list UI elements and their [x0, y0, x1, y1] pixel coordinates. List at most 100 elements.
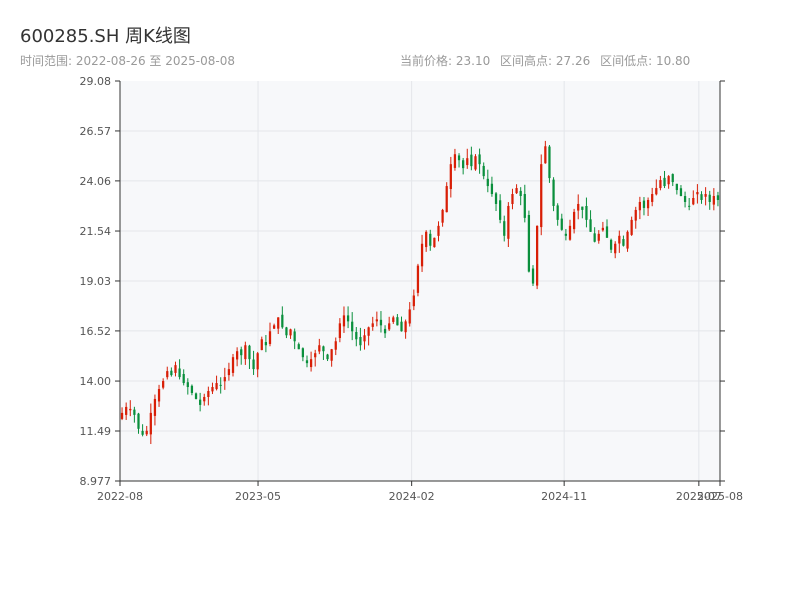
candle-body: [622, 239, 625, 246]
candle-body: [618, 235, 621, 244]
candle-body: [482, 165, 485, 177]
candle-body: [457, 155, 461, 161]
candle-body: [227, 369, 231, 376]
candle-body: [190, 385, 194, 393]
candle-body: [170, 370, 173, 376]
candle-body: [667, 176, 670, 185]
candle-body: [552, 179, 555, 206]
candle-body: [531, 268, 535, 284]
range-low-label: 区间低点: 10.80: [600, 54, 691, 68]
candle-body: [211, 387, 214, 392]
candle-body: [182, 374, 185, 384]
candle-body: [133, 409, 136, 415]
candle-body: [272, 325, 276, 329]
candle-body: [634, 209, 637, 221]
y-tick-label: 14.00: [80, 375, 112, 388]
candle-body: [314, 353, 317, 358]
x-tick-label: 2023-05: [235, 490, 281, 503]
candle-body: [716, 195, 720, 200]
candle-body: [346, 315, 350, 322]
candle-body: [375, 319, 378, 322]
candle-body: [129, 408, 132, 411]
candle-body: [240, 349, 243, 356]
candle-body: [490, 183, 494, 195]
grid-lines: [120, 81, 720, 481]
candle-body: [153, 398, 157, 416]
candle-body: [223, 377, 226, 382]
y-tick-label: 11.49: [80, 425, 112, 438]
candle-body: [203, 396, 206, 402]
candle-body: [609, 239, 613, 250]
candle-body: [478, 154, 481, 165]
candle-body: [149, 412, 152, 435]
candle-body: [499, 200, 502, 220]
candle-body: [256, 353, 259, 370]
candle-body: [712, 196, 715, 205]
candle-body: [297, 344, 300, 350]
candle-body: [412, 295, 415, 307]
candle-body: [445, 186, 448, 213]
candle-body: [655, 188, 658, 195]
candle-body: [416, 265, 420, 293]
candle-body: [548, 146, 551, 179]
candle-body: [120, 412, 124, 419]
candle-body: [408, 309, 411, 324]
candle-body: [285, 327, 288, 336]
candle-body: [581, 206, 584, 210]
candle-body: [400, 321, 403, 332]
candle-body: [544, 146, 547, 164]
y-tick-label: 8.977: [80, 475, 112, 488]
candle-body: [252, 359, 255, 370]
y-tick-label: 24.06: [80, 175, 112, 188]
candle-body: [474, 156, 477, 170]
candle-body: [462, 160, 465, 169]
range-high-label: 区间高点: 27.26: [500, 54, 591, 68]
candle-body: [614, 243, 617, 254]
candle-body: [396, 317, 399, 326]
candle-body: [363, 335, 366, 342]
candle-body: [125, 406, 128, 415]
candle-body: [388, 323, 391, 330]
candle-body: [383, 328, 387, 334]
candle-body: [700, 194, 703, 200]
candle-body: [671, 174, 674, 183]
candle-body: [342, 315, 346, 327]
candle-body: [429, 233, 432, 246]
candle-body: [696, 192, 699, 195]
price-summary: 当前价格: 23.10 区间高点: 27.26 区间低点: 10.80: [400, 52, 696, 69]
candle-body: [207, 391, 210, 398]
candle-body: [355, 331, 358, 340]
y-tick-label: 21.54: [80, 225, 112, 238]
candle-body: [527, 214, 531, 272]
candle-body: [659, 180, 662, 189]
candle-body: [330, 349, 333, 361]
candle-body: [708, 194, 711, 202]
candle-body: [535, 225, 539, 286]
candle-body: [334, 341, 337, 350]
candle-body: [572, 211, 576, 230]
candle-body: [568, 225, 572, 240]
candle-body: [651, 194, 654, 202]
candle-body: [268, 331, 272, 344]
candle-body: [494, 193, 498, 204]
candle-body: [420, 243, 424, 267]
candle-body: [199, 399, 202, 405]
candle-body: [556, 205, 559, 220]
candle-body: [305, 360, 309, 364]
candle-body: [453, 154, 457, 168]
candle-body: [260, 339, 263, 351]
candle-body: [301, 348, 305, 358]
x-tick-label: 2025-07: [676, 490, 722, 503]
candle-body: [194, 393, 198, 399]
candle-body: [511, 194, 514, 205]
candle-body: [215, 383, 218, 390]
candle-body: [293, 331, 296, 342]
candle-body: [425, 231, 428, 248]
candle-body: [231, 357, 235, 373]
candle-body: [338, 323, 341, 339]
candle-body: [540, 164, 543, 228]
candle-body: [519, 190, 522, 197]
candle-body: [692, 197, 695, 205]
candle-body: [577, 203, 580, 211]
candle-body: [392, 317, 395, 322]
